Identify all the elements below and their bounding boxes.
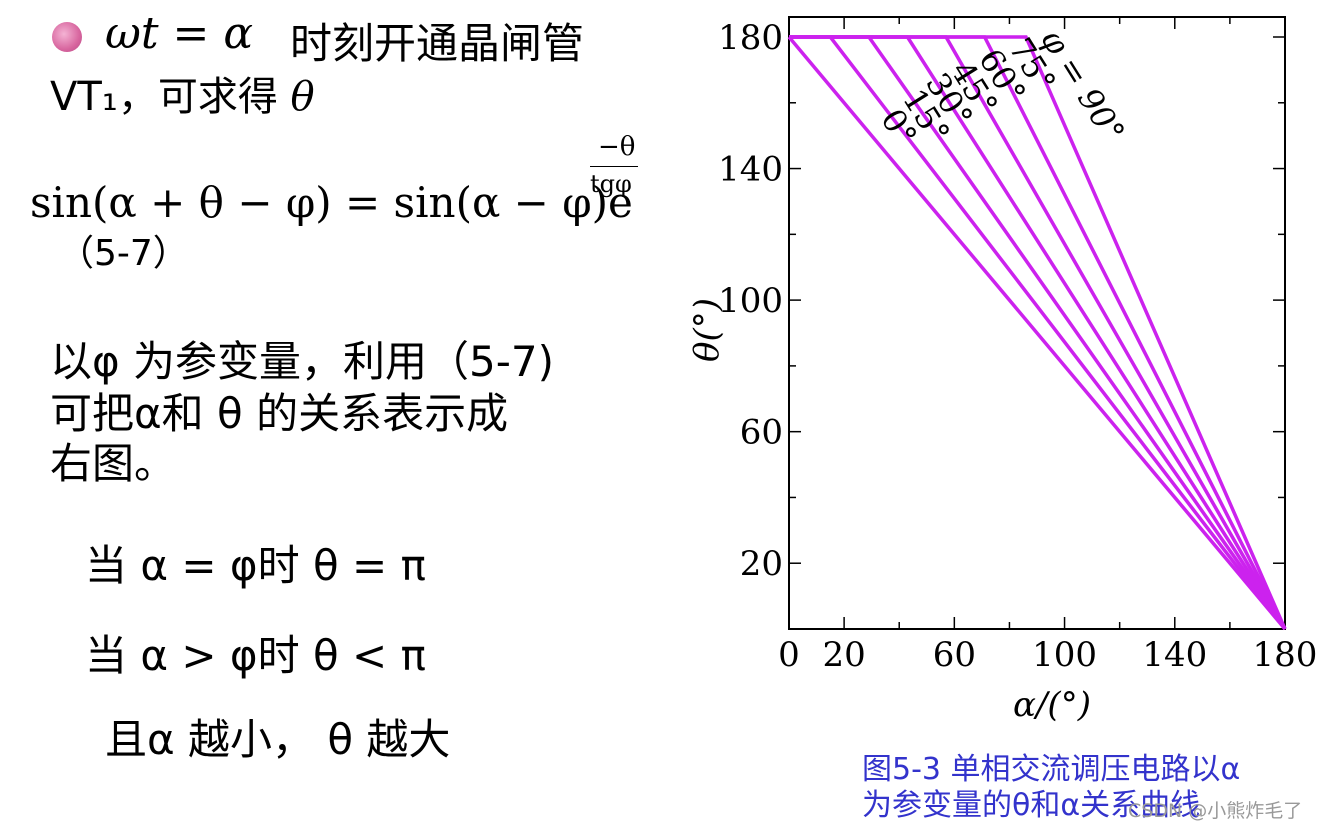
line1-text: 时刻开通晶闸管 [290,19,585,68]
figure-caption-line2: 为参变量的θ和α关系曲线 [862,788,1201,823]
x-tick-label: 60 [933,635,976,675]
y-tick-label: 60 [740,413,783,453]
line2-text: VT₁，可求得 θ [50,74,315,120]
x-tick-label: 100 [1032,635,1097,675]
y-tick-label: 140 [718,150,783,190]
bullet-icon [52,22,82,52]
line1-formula: ωt = α [105,8,254,59]
plot-frame [788,16,1286,630]
para-line1: 以φ 为参变量，利用（5-7) [50,337,555,386]
watermark: CSDN @小熊炸毛了 [1128,800,1303,822]
para-line2: 可把α和 θ 的关系表示成 [50,389,509,438]
condition-smaller: 且α 越小， θ 越大 [105,715,451,764]
exponent-fraction-bar [590,166,638,167]
exponent-denominator: tgφ [590,170,632,198]
condition-equal: 当 α = φ时 θ = π [85,541,426,590]
series-line [787,35,1287,631]
y-tick-label: 180 [718,18,783,58]
y-axis-label: θ(°) [687,298,727,362]
x-tick-label: 140 [1142,635,1207,675]
x-axis-label: α/(°) [1013,685,1091,725]
x-tick-label: 180 [1253,635,1318,675]
exponent-numerator: −θ [598,132,636,162]
equation-main: sin(α + θ − φ) = sin(α − φ)e [30,178,633,227]
condition-greater: 当 α > φ时 θ < π [85,631,426,680]
x-tick-label: 20 [822,635,865,675]
para-line3: 右图。 [50,439,177,488]
y-tick-label: 20 [740,544,783,584]
x-tick-label: 0 [778,635,800,675]
series-line [789,35,1287,630]
equation-number: （5-7） [58,233,189,274]
figure-caption-line1: 图5-3 单相交流调压电路以α [862,752,1241,787]
y-tick-label: 100 [718,281,783,321]
